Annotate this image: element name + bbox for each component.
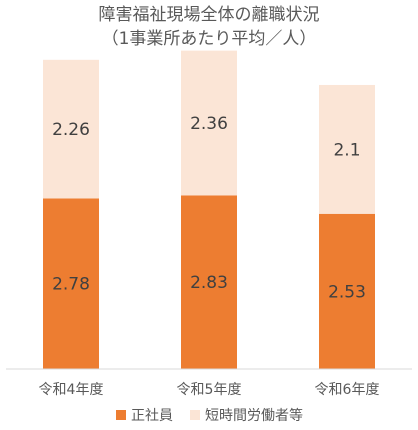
x-tick-label: 令和6年度 (315, 382, 380, 398)
bar-segment (181, 50, 237, 196)
chart-subtitle: （1事業所あたり平均／人） (102, 29, 317, 49)
x-axis-labels: 令和4年度 令和5年度 令和6年度 (39, 382, 380, 398)
data-label: 2.78 (52, 275, 90, 295)
legend-label: 短時間労働者等 (205, 407, 303, 424)
x-tick-label: 令和4年度 (39, 382, 104, 398)
legend-swatch (190, 410, 200, 420)
bars-layer: 2.78 2.26 2.83 2.36 2.53 2.1 (43, 50, 375, 369)
data-label: 2.1 (333, 140, 360, 160)
legend-swatch (116, 410, 126, 420)
data-label: 2.83 (190, 273, 228, 293)
chart-title: 障害福祉現場全体の離職状況 (99, 5, 320, 25)
bar-segment (43, 198, 99, 369)
bar-segment (181, 195, 237, 369)
data-label: 2.36 (190, 114, 228, 134)
bar-segment (319, 84, 375, 214)
data-label: 2.26 (52, 120, 90, 140)
bar-segment (319, 213, 375, 369)
data-label: 2.53 (328, 282, 366, 302)
bar-segment (43, 59, 99, 199)
legend: 正社員 短時間労働者等 (116, 407, 303, 424)
x-tick-label: 令和5年度 (177, 382, 242, 398)
legend-label: 正社員 (131, 408, 173, 424)
